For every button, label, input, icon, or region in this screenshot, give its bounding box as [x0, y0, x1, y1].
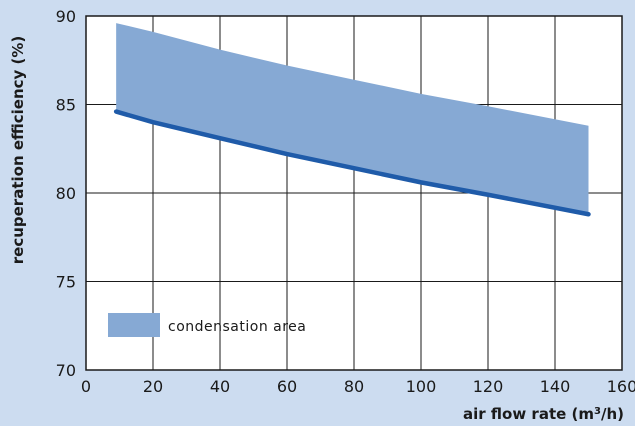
x-tick-label: 60	[277, 377, 297, 396]
x-tick-label: 40	[210, 377, 230, 396]
y-axis-label: recuperation efficiency (%)	[9, 36, 27, 265]
y-tick-label: 70	[56, 361, 76, 380]
x-tick-label: 20	[143, 377, 163, 396]
x-tick-label: 120	[473, 377, 504, 396]
x-axis-label-prefix: air flow rate (m	[463, 405, 594, 423]
x-tick-label: 0	[81, 377, 91, 396]
y-tick-label: 85	[56, 96, 76, 115]
y-tick-labels: 70 75 80 85 90	[56, 7, 76, 380]
x-tick-labels: 0 20 40 60 80 100 120 140 160	[81, 377, 635, 396]
x-axis-label: air flow rate (m3/h)	[463, 405, 624, 423]
x-tick-label: 100	[406, 377, 437, 396]
x-tick-label: 160	[607, 377, 635, 396]
x-axis-label-suffix: /h)	[601, 405, 624, 423]
legend-swatch	[108, 313, 160, 337]
y-tick-label: 90	[56, 7, 76, 26]
x-tick-label: 80	[344, 377, 364, 396]
y-tick-label: 80	[56, 184, 76, 203]
x-axis-label-sup: 3	[594, 406, 601, 417]
legend-label: condensation area	[168, 319, 306, 335]
x-tick-label: 140	[540, 377, 571, 396]
y-tick-label: 75	[56, 273, 76, 292]
